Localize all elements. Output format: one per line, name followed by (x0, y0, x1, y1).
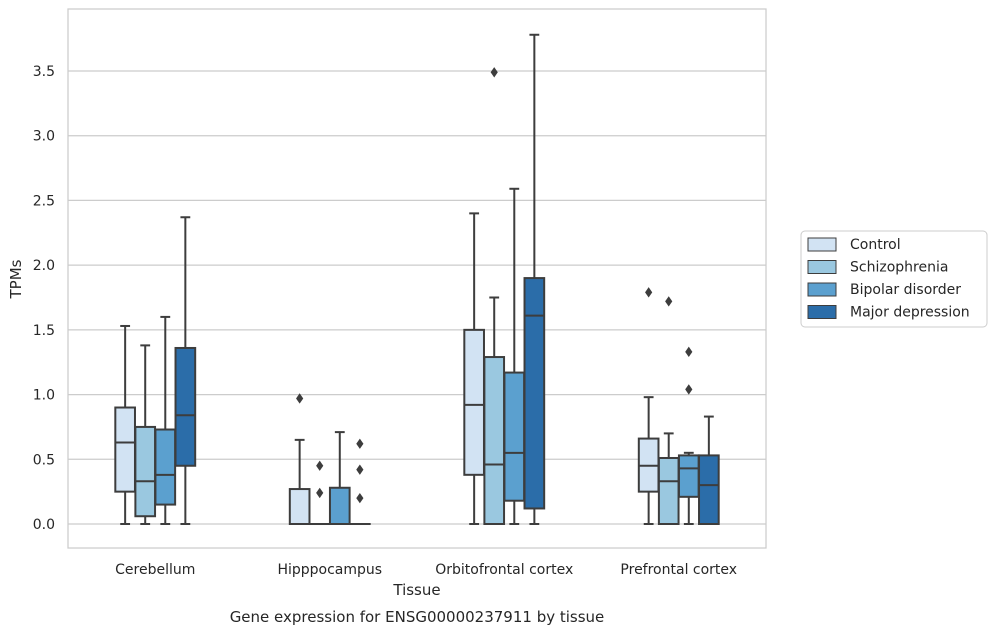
box-1-0 (288, 393, 311, 526)
box-body (483, 356, 506, 525)
box-body (154, 428, 177, 506)
legend-swatch (807, 237, 837, 252)
box-body (523, 277, 546, 510)
outlier-point (296, 393, 304, 404)
box-3-2 (677, 346, 700, 525)
box-body (677, 454, 700, 498)
box-body (174, 346, 197, 467)
legend-frame (800, 230, 988, 328)
legend-label: Bipolar disorder (850, 282, 961, 298)
outlier-point (356, 438, 364, 449)
legend-label: Major depression (850, 305, 970, 321)
outlier-point (685, 346, 693, 358)
outlier-point (316, 487, 324, 499)
outlier-point (356, 464, 364, 475)
box-body (328, 486, 351, 526)
box-2-1 (483, 67, 506, 525)
outlier-point (645, 287, 653, 298)
outlier-point (490, 67, 498, 78)
box-3-3 (698, 415, 720, 526)
box-body (503, 371, 526, 502)
box-body (698, 454, 720, 526)
x-tick-label: Orbitofrontal cortex (435, 562, 573, 578)
figure-caption: Gene expression for ENSG00000237911 by t… (230, 608, 605, 626)
y-tick-label: 2.5 (33, 193, 55, 209)
y-tick-label: 1.5 (33, 323, 55, 339)
box-3-1 (657, 296, 680, 525)
box-0-3 (174, 216, 197, 525)
box-body (657, 456, 680, 525)
legend-label: Control (850, 237, 901, 253)
legend-swatch (807, 282, 837, 297)
x-tick-labels: Cerebellum Hipppocampus Orbitofrontal cort… (115, 562, 737, 578)
box-2-0 (463, 212, 485, 525)
y-tick-label: 2.0 (33, 258, 55, 274)
box-body (134, 425, 157, 518)
box-body (463, 328, 485, 476)
box-1-1 (308, 460, 331, 526)
outlier-point (665, 296, 673, 307)
y-tick-labels: 0.0 0.5 1.0 1.5 2.0 2.5 3.0 3.5 (33, 64, 55, 533)
legend-entries: Control Schizophrenia Bipolar disorder Majo… (807, 237, 970, 321)
box-2-3 (523, 33, 546, 525)
x-axis-label: Tissue (392, 581, 440, 599)
box-0-1 (134, 344, 157, 525)
y-axis-label: TPMs (7, 259, 25, 299)
x-tick-label: Prefrontal cortex (620, 562, 737, 578)
plot-frame (67, 8, 767, 549)
box-1-3 (349, 438, 371, 526)
legend: Control Schizophrenia Bipolar disorder Majo… (800, 230, 988, 328)
legend-swatch (807, 260, 837, 274)
y-tick-label: 1.0 (33, 388, 55, 404)
box-body (288, 488, 311, 526)
y-tick-label: 0.0 (33, 517, 55, 533)
box-0-2 (154, 315, 177, 525)
outlier-point (685, 384, 693, 395)
x-tick-label: Hipppocampus (277, 562, 382, 578)
box-0-0 (114, 324, 136, 525)
y-tick-label: 3.5 (33, 64, 55, 80)
box-series (114, 33, 720, 526)
y-tick-label: 3.0 (33, 129, 55, 145)
outlier-point (356, 492, 364, 504)
legend-label: Schizophrenia (850, 260, 948, 276)
y-tick-label: 0.5 (33, 452, 55, 468)
x-tick-label: Cerebellum (115, 562, 195, 578)
outlier-point (316, 460, 324, 471)
box-1-2 (328, 431, 351, 526)
legend-swatch (807, 305, 837, 319)
box-body (114, 406, 136, 493)
